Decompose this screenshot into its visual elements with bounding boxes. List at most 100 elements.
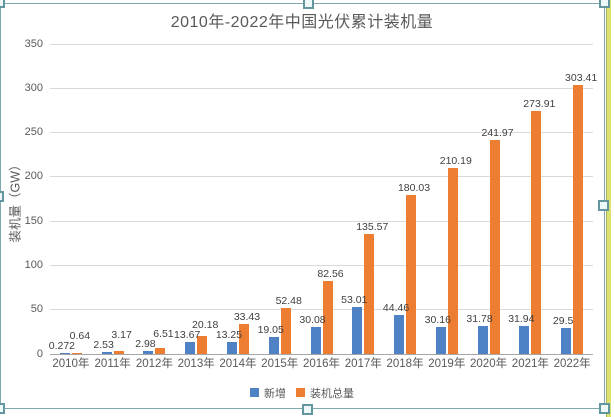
x-category-label: 2015年 (261, 358, 299, 370)
chart-title[interactable]: 2010年-2022年中国光伏累计装机量 (170, 14, 434, 31)
y-tick-label: 200 (24, 170, 43, 183)
data-label-新增-2022年: 29.5 (552, 314, 574, 327)
y-tick-label: 250 (24, 126, 43, 139)
data-label-新增-2015年: 19.05 (257, 324, 284, 337)
resize-handle-middle-right[interactable] (598, 200, 609, 211)
data-label-新增-2011年: 2.53 (93, 338, 114, 351)
x-category-label: 2019年 (428, 358, 466, 370)
resize-handle-middle-left[interactable] (0, 191, 4, 202)
chart-area[interactable] (0, 3, 604, 409)
bar-装机总量-2020年[interactable] (489, 139, 500, 354)
data-label-装机总量-2018年: 180.03 (397, 181, 431, 194)
data-label-装机总量-2013年: 20.18 (192, 318, 219, 331)
gridline (50, 132, 593, 134)
gridline (50, 264, 593, 266)
data-label-新增-2021年: 31.94 (508, 312, 535, 325)
bar-装机总量-2015年[interactable] (280, 307, 291, 354)
x-category-label: 2013年 (177, 358, 215, 370)
bar-装机总量-2010年[interactable] (71, 353, 82, 354)
bar-新增-2021年[interactable] (519, 325, 530, 354)
x-category-label: 2022年 (553, 358, 591, 370)
gridline (50, 176, 593, 178)
bar-装机总量-2022年[interactable] (573, 85, 584, 354)
data-label-装机总量-2014年: 33.43 (233, 311, 261, 324)
gridline (50, 87, 593, 89)
data-label-装机总量-2017年: 135.57 (356, 220, 389, 233)
resize-handle-bottom-left[interactable] (0, 403, 5, 414)
bar-装机总量-2019年[interactable] (447, 167, 458, 354)
bar-新增-2014年[interactable] (226, 342, 237, 354)
bar-装机总量-2012年[interactable] (155, 348, 166, 354)
bar-新增-2011年[interactable] (101, 351, 112, 354)
bar-装机总量-2013年[interactable] (197, 336, 208, 354)
data-label-装机总量-2019年: 210.19 (439, 154, 472, 167)
data-label-新增-2018年: 44.46 (382, 301, 410, 314)
data-label-新增-2020年: 31.78 (466, 312, 493, 325)
x-category-label: 2021年 (511, 358, 549, 370)
resize-handle-top-center[interactable] (303, 0, 314, 9)
data-label-新增-2017年: 53.01 (341, 294, 368, 307)
data-label-新增-2016年: 30.08 (299, 314, 326, 327)
data-label-新增-2013年: 13.67 (174, 328, 201, 341)
legend-item-新增[interactable]: 新增 (250, 385, 286, 401)
data-label-装机总量-2011年: 3.17 (111, 328, 132, 341)
bar-新增-2012年[interactable] (143, 351, 154, 354)
y-tick-label: 150 (24, 214, 43, 227)
x-category-label: 2018年 (386, 358, 424, 370)
gridline (50, 220, 593, 222)
bar-装机总量-2017年[interactable] (364, 233, 375, 354)
resize-handle-bottom-right[interactable] (599, 403, 610, 414)
bar-新增-2022年[interactable] (561, 327, 572, 354)
data-label-装机总量-2020年: 241.97 (481, 126, 514, 139)
legend-label: 装机总量 (310, 387, 354, 400)
data-label-新增-2014年: 13.25 (215, 329, 243, 342)
bar-新增-2020年[interactable] (477, 325, 488, 354)
bar-新增-2016年[interactable] (310, 327, 321, 354)
bar-新增-2017年[interactable] (352, 307, 363, 354)
y-axis-title[interactable]: 装机量（GW） (8, 158, 23, 243)
resize-handle-top-left[interactable] (0, 0, 5, 8)
x-category-label: 2010年 (52, 358, 90, 370)
x-category-label: 2011年 (94, 358, 131, 370)
bar-新增-2015年[interactable] (268, 337, 279, 354)
selection-border-left (0, 3, 1, 409)
legend-swatch-icon (250, 388, 259, 397)
y-tick-label: 350 (24, 37, 43, 50)
legend-item-装机总量[interactable]: 装机总量 (296, 385, 354, 401)
y-tick-label: 50 (30, 303, 43, 316)
data-label-新增-2012年: 2.98 (135, 338, 156, 351)
bar-装机总量-2021年[interactable] (531, 111, 542, 354)
data-label-装机总量-2016年: 82.56 (317, 267, 344, 280)
bar-装机总量-2014年[interactable] (238, 324, 249, 354)
bar-新增-2019年[interactable] (435, 327, 446, 354)
bar-装机总量-2011年[interactable] (113, 351, 124, 354)
worksheet-edge-strip-fill (607, 0, 611, 417)
x-axis-line (50, 353, 593, 355)
resize-handle-top-right[interactable] (599, 0, 610, 8)
data-label-装机总量-2022年: 303.41 (565, 72, 598, 85)
legend-label: 新增 (264, 387, 286, 400)
data-label-装机总量-2015年: 52.48 (275, 294, 302, 307)
x-category-label: 2012年 (135, 358, 173, 370)
x-category-label: 2014年 (219, 358, 257, 370)
gridline (50, 309, 593, 311)
chart-legend[interactable]: 新增 装机总量 (0, 385, 604, 400)
y-tick-label: 0 (36, 347, 43, 360)
data-label-装机总量-2021年: 273.91 (523, 98, 556, 111)
data-label-装机总量-2012年: 6.51 (153, 328, 174, 341)
resize-handle-bottom-center[interactable] (302, 404, 313, 415)
data-label-新增-2010年: 0.272 (48, 340, 76, 352)
bar-装机总量-2016年[interactable] (322, 280, 333, 354)
selection-border-top (0, 3, 605, 4)
bar-装机总量-2018年[interactable] (406, 194, 417, 354)
data-label-装机总量-2010年: 0.64 (69, 330, 91, 342)
x-category-label: 2017年 (344, 358, 382, 370)
bar-新增-2018年[interactable] (394, 314, 405, 354)
x-category-label: 2020年 (470, 358, 508, 370)
y-tick-label: 300 (24, 81, 43, 94)
bar-新增-2013年[interactable] (185, 341, 196, 354)
bar-新增-2010年[interactable] (59, 353, 70, 354)
x-category-label: 2016年 (302, 358, 341, 370)
